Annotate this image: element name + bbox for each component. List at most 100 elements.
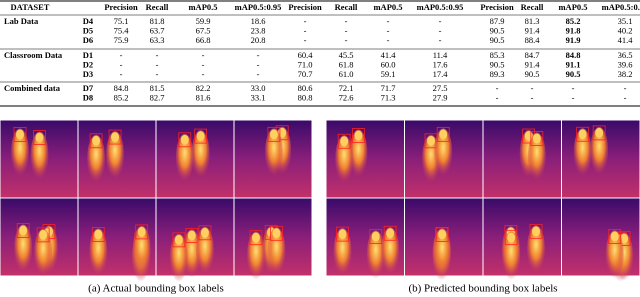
column-header: Precision <box>480 2 514 12</box>
row-id: D2 <box>83 59 93 69</box>
head <box>180 134 189 145</box>
cell: 63.3 <box>150 35 165 45</box>
bbox <box>172 232 186 248</box>
cell: 71.3 <box>381 92 396 102</box>
person <box>89 228 108 277</box>
cell: 84.8 <box>114 83 129 93</box>
cell: 91.4 <box>525 25 541 35</box>
bbox <box>178 132 192 148</box>
cell: 81.3 <box>525 16 540 26</box>
column-header: mAP0.5 <box>373 2 402 12</box>
cell: - <box>257 59 260 69</box>
cell: 41.4 <box>381 50 397 60</box>
caption: (a) Actual bounding box labels <box>88 283 224 295</box>
section-label: Combined data <box>4 83 61 93</box>
head <box>16 129 25 140</box>
cell: 60.4 <box>298 50 314 60</box>
person <box>335 135 354 184</box>
head <box>39 229 48 240</box>
person <box>267 227 286 276</box>
cell: 17.6 <box>433 59 448 69</box>
bbox <box>194 128 208 144</box>
column-header: DATASET <box>11 2 50 12</box>
cell: 90.5 <box>490 25 505 35</box>
cell: 36.5 <box>618 50 633 60</box>
cell: - <box>496 92 499 102</box>
bbox <box>91 227 105 242</box>
cell: - <box>304 25 307 35</box>
cell: 90.5 <box>490 59 505 69</box>
person <box>527 225 546 274</box>
bbox <box>336 226 349 242</box>
cell: 72.1 <box>339 83 354 93</box>
cell: 82.2 <box>196 83 211 93</box>
column-header: Recall <box>335 2 358 12</box>
head <box>386 228 395 239</box>
cell: - <box>120 59 123 69</box>
cell: - <box>439 16 442 26</box>
column-header: mAP0.5:0.95 <box>602 2 640 12</box>
cell: 67.5 <box>196 25 211 35</box>
cell: - <box>156 50 159 60</box>
cell: - <box>439 35 442 45</box>
cell: 27.5 <box>433 83 448 93</box>
head <box>92 135 101 146</box>
bbox <box>529 223 543 239</box>
bbox <box>36 227 50 243</box>
person <box>30 131 49 180</box>
cell: 80.8 <box>298 92 313 102</box>
person <box>264 128 283 177</box>
column-header: Precision <box>104 2 138 12</box>
head <box>507 232 516 243</box>
bbox <box>16 223 30 238</box>
row-id: D5 <box>83 25 93 35</box>
column-header: mAP0.5:0.95 <box>235 2 282 12</box>
cell: 23.8 <box>251 25 266 35</box>
cell: 38.2 <box>618 69 633 79</box>
head <box>187 230 196 241</box>
cell: 91.1 <box>566 59 581 69</box>
person <box>14 224 33 273</box>
caption: (b) Predicted bounding box labels <box>408 283 557 295</box>
person <box>11 128 30 177</box>
cell: 90.5 <box>566 69 581 79</box>
cell: 63.7 <box>150 25 165 35</box>
person <box>434 128 453 177</box>
cell: - <box>572 92 575 102</box>
cell: 85.2 <box>114 92 129 102</box>
bbox <box>436 126 450 142</box>
cell: 59.9 <box>196 16 211 26</box>
cell: 84.7 <box>525 50 540 60</box>
cell: - <box>572 83 575 93</box>
head <box>371 231 380 242</box>
cell: 61.8 <box>339 59 354 69</box>
bbox <box>337 133 351 149</box>
cell: 91.8 <box>566 25 581 35</box>
row-id: D1 <box>83 50 93 60</box>
person <box>132 225 151 274</box>
cell: 90.5 <box>490 35 505 45</box>
cell: - <box>531 83 534 93</box>
column-header: Recall <box>146 2 169 12</box>
head <box>578 129 587 140</box>
person <box>333 228 352 277</box>
cell: - <box>120 50 123 60</box>
person <box>605 230 624 279</box>
cell: 20.8 <box>251 35 266 45</box>
head <box>439 129 448 140</box>
bbox <box>198 225 212 241</box>
bbox <box>267 126 281 142</box>
cell: 91.4 <box>525 59 541 69</box>
person <box>106 131 125 180</box>
bbox <box>592 125 606 141</box>
head <box>340 136 349 147</box>
person <box>349 129 368 178</box>
bbox <box>608 229 622 244</box>
bbox <box>576 126 590 142</box>
cell: - <box>624 83 627 93</box>
cell: - <box>496 83 499 93</box>
row-id: D3 <box>83 69 93 79</box>
head <box>251 232 260 243</box>
cell: 71.0 <box>298 59 313 69</box>
